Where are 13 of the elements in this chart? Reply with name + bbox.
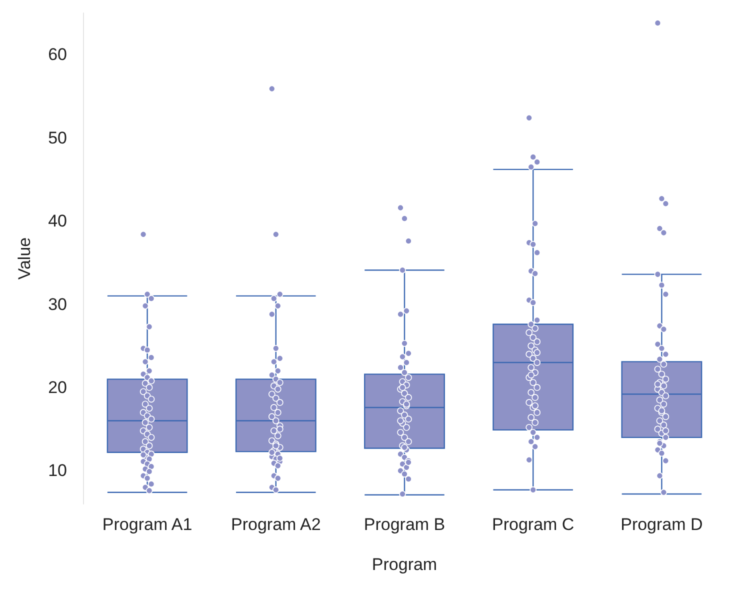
x-tick-label: Program A1	[102, 515, 192, 534]
x-tick-label: Program C	[492, 515, 574, 534]
y-tick-label: 20	[48, 378, 67, 397]
x-tick-label: Program B	[364, 515, 446, 534]
y-tick-label: 60	[48, 45, 67, 64]
y-tick-label: 30	[48, 294, 67, 314]
y-tick-label: 50	[48, 128, 67, 148]
y-axis-title: Value	[15, 237, 34, 280]
x-axis-title: Program	[372, 555, 438, 574]
x-tick-label: Program A2	[231, 515, 321, 534]
x-tick-label: Program D	[620, 515, 703, 534]
y-tick-label: 10	[48, 461, 67, 480]
y-tick-label: 40	[48, 212, 67, 231]
